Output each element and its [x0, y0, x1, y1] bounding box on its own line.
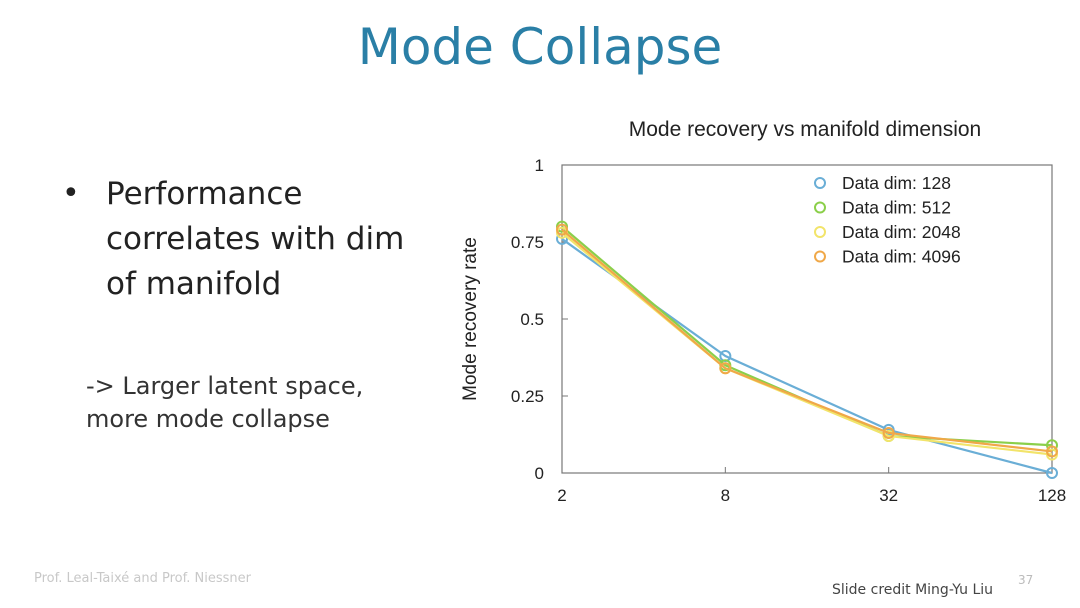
footer-slide-credit: Slide credit Ming-Yu Liu	[832, 582, 994, 598]
note-text: -> Larger latent space, more mode collap…	[86, 372, 364, 433]
legend-marker	[814, 201, 826, 214]
bullet-dot-icon: •	[62, 176, 80, 211]
data-point	[1046, 467, 1058, 479]
data-point	[556, 223, 568, 236]
line-chart: Mode recovery vs manifold dimension 0 0.2…	[460, 118, 1066, 505]
y-tick-label: 0.75	[511, 233, 544, 252]
x-tick-label: 8	[721, 486, 730, 505]
chart-legend: Data dim: 128 Data dim: 512 Data dim: 2048…	[814, 173, 961, 267]
page-number: 37	[1018, 573, 1034, 587]
y-axis-label: Mode recovery rate	[460, 237, 481, 401]
y-tick-label: 0.25	[511, 387, 544, 406]
data-point	[1046, 445, 1058, 458]
chart-series	[556, 220, 1058, 479]
legend-marker	[814, 226, 826, 238]
chart-title: Mode recovery vs manifold dimension	[629, 118, 982, 141]
x-tick-label: 32	[879, 486, 898, 505]
legend-marker	[814, 177, 826, 189]
series-line	[561, 225, 1053, 447]
y-tick-label: 0.5	[520, 310, 544, 329]
y-tick-label: 1	[535, 156, 544, 175]
legend-label: Data dim: 512	[842, 198, 951, 218]
data-point	[719, 362, 732, 375]
data-point	[882, 426, 895, 439]
footer-credit-left: Prof. Leal-Taixé and Prof. Niessner	[34, 571, 251, 586]
series-line	[561, 231, 1053, 456]
series-line	[561, 238, 1053, 475]
plot-frame	[561, 164, 1053, 474]
series-line	[561, 228, 1053, 453]
x-tick-label: 2	[557, 486, 566, 505]
bullet-text: Performance correlates with dim of manif…	[106, 176, 405, 302]
legend-label: Data dim: 128	[842, 173, 951, 193]
legend-label: Data dim: 2048	[842, 222, 961, 242]
y-tick-label: 0	[535, 464, 544, 483]
x-tick-label: 128	[1038, 486, 1066, 505]
legend-marker	[814, 250, 826, 263]
slide-title: Mode Collapse	[357, 18, 723, 76]
legend-label: Data dim: 4096	[842, 247, 961, 267]
